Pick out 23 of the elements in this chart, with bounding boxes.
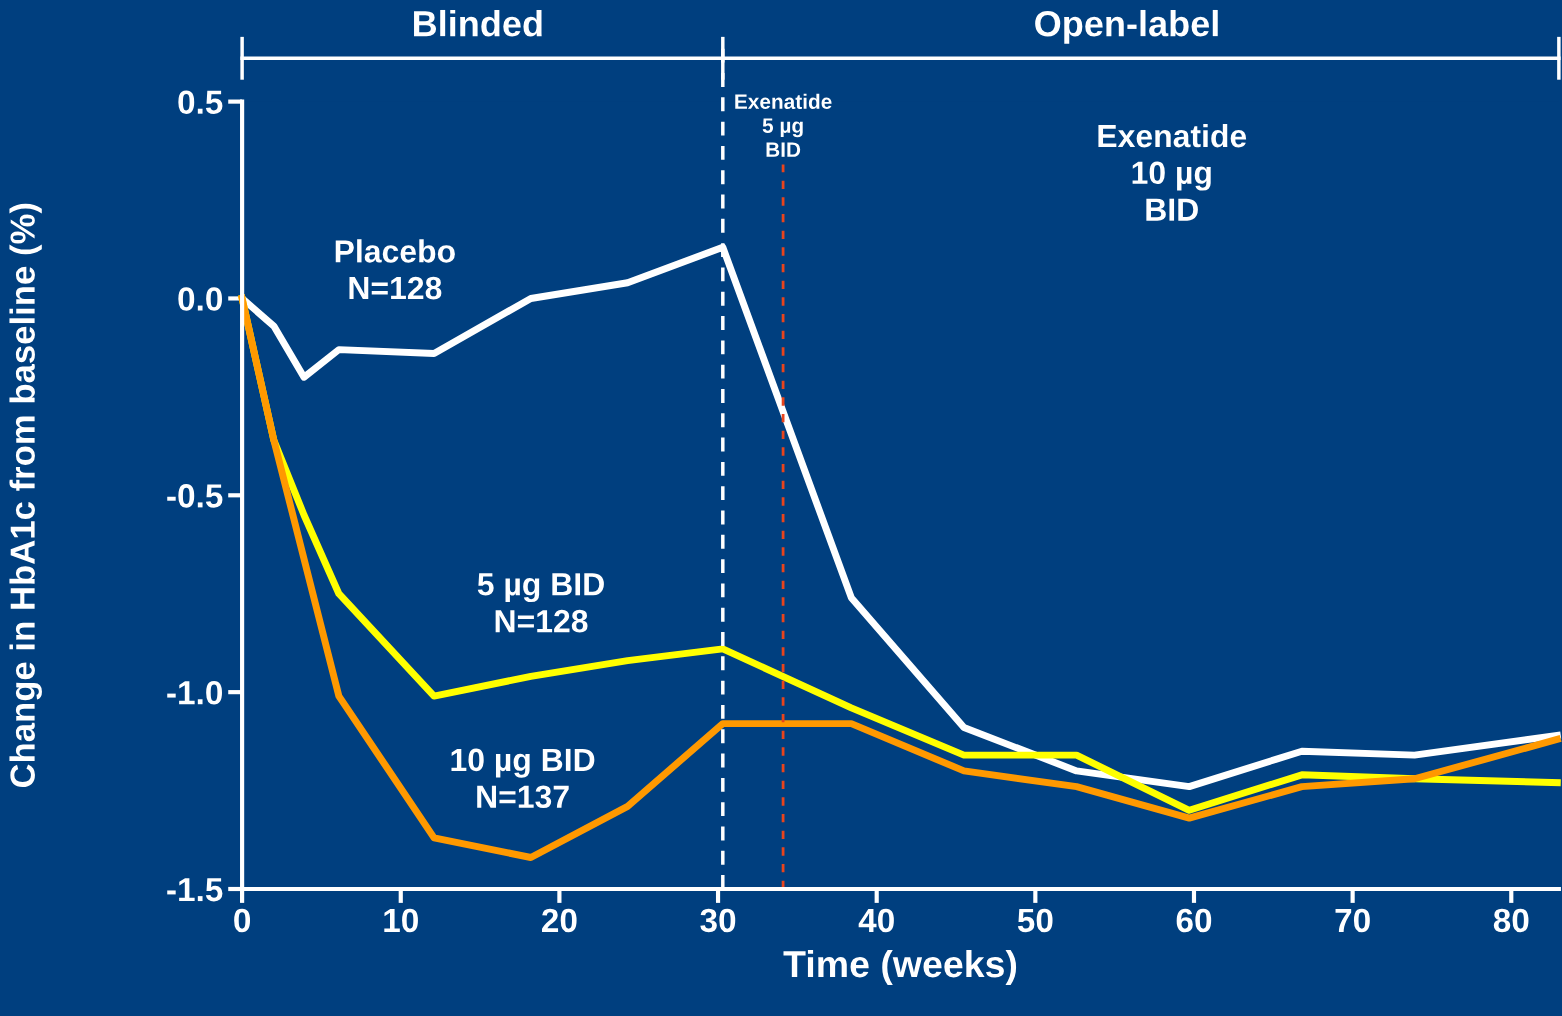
x-tick-label: 60 bbox=[1176, 908, 1212, 933]
x-tick-label: 20 bbox=[542, 908, 577, 933]
annotation: Exenatide 10 µg BID bbox=[1098, 123, 1247, 221]
y-tick-label: 0.5 bbox=[178, 90, 223, 115]
y-tick-label: -0.5 bbox=[167, 484, 223, 508]
y-tick-label: -1.0 bbox=[167, 680, 222, 705]
text: Open-label bbox=[1035, 9, 1218, 44]
y-tick-label: 0.0 bbox=[178, 287, 222, 311]
x-axis-title: Time (weeks) bbox=[783, 949, 1017, 985]
x-tick-label: 70 bbox=[1335, 908, 1370, 933]
y-tick-label: -1.5 bbox=[167, 878, 223, 902]
annotation: 10 µg BID N=137 bbox=[451, 748, 595, 809]
ref-line-label: Exenatide 5 µg BID bbox=[735, 93, 832, 157]
x-tick-label: 50 bbox=[1017, 908, 1053, 933]
y-axis-title: Change in HbA1c from baseline (%) bbox=[9, 203, 42, 788]
x-tick-label: 40 bbox=[858, 908, 894, 933]
text: Blinded bbox=[414, 9, 542, 37]
annotation: 5 µg BID N=128 bbox=[477, 573, 604, 633]
x-tick-label: 80 bbox=[1493, 908, 1529, 933]
x-tick-label: 10 bbox=[384, 908, 418, 933]
x-tick-label: 30 bbox=[700, 908, 736, 933]
annotation: Placebo N=128 bbox=[335, 239, 455, 300]
x-tick-label: 0 bbox=[234, 908, 251, 933]
